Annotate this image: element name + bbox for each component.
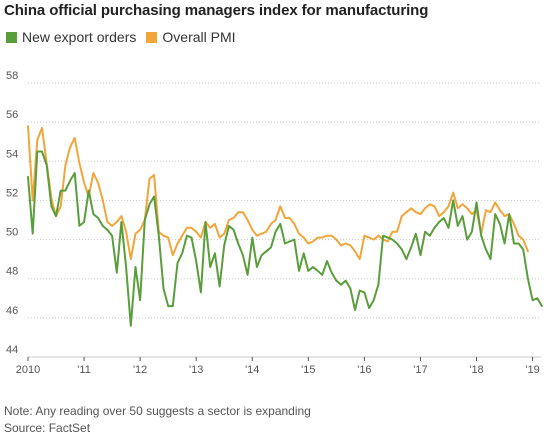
- chart-legend: New export orders Overall PMI: [6, 28, 246, 46]
- x-tick-label-'11: '11: [77, 364, 91, 376]
- y-tick-label-56: 56: [6, 109, 18, 121]
- legend-swatch-overall-pmi: [146, 31, 158, 43]
- x-tick-label-'14: '14: [245, 364, 259, 376]
- x-tick-label-'16: '16: [357, 364, 371, 376]
- y-tick-label-52: 52: [6, 187, 18, 199]
- y-tick-label-50: 50: [6, 227, 18, 239]
- chart-source: Source: FactSet: [4, 421, 91, 435]
- x-tick-label-2010: 2010: [16, 364, 40, 376]
- x-tick-label-'17: '17: [413, 364, 427, 376]
- legend-label-overall-pmi: Overall PMI: [162, 29, 236, 45]
- x-tick-label-'15: '15: [301, 364, 315, 376]
- x-tick-label-'19: '19: [525, 364, 539, 376]
- y-tick-label-54: 54: [6, 148, 18, 160]
- legend-swatch-new-export-orders: [6, 31, 17, 43]
- y-tick-label-46: 46: [6, 305, 18, 317]
- x-tick-label-'13: '13: [189, 364, 203, 376]
- legend-item-new-export-orders: New export orders: [6, 29, 136, 45]
- series-line-new-export-orders: [27, 150, 543, 327]
- y-tick-label-44: 44: [6, 344, 18, 356]
- line-chart: 44 46 48 50 52 54 56 58 2010 '11 '12 '13 '14 '15 '16 '1…: [6, 70, 543, 376]
- y-tick-label-48: 48: [6, 266, 18, 278]
- series-line-overall-pmi: [27, 125, 529, 261]
- legend-item-overall-pmi: Overall PMI: [146, 29, 236, 45]
- x-tick-label-'18: '18: [469, 364, 483, 376]
- x-tick-label-'12: '12: [133, 364, 147, 376]
- chart-title: China official purchasing managers index…: [4, 2, 429, 19]
- chart-note: Note: Any reading over 50 suggests a sec…: [4, 404, 311, 418]
- y-tick-label-58: 58: [6, 70, 18, 82]
- legend-label-new-export-orders: New export orders: [22, 29, 137, 45]
